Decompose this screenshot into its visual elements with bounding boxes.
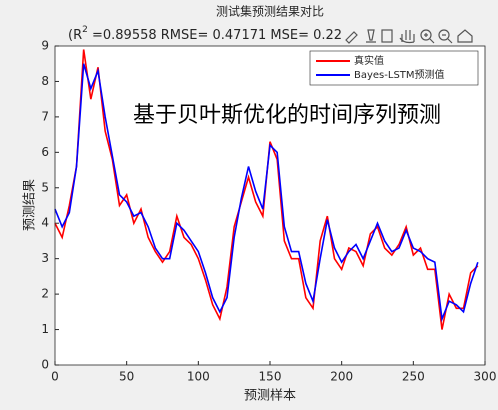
x-tick-label: 100 xyxy=(187,370,210,384)
toolbar-home[interactable] xyxy=(457,29,473,43)
y-tick-label: 4 xyxy=(41,216,49,230)
x-axis-label: 预测样本 xyxy=(244,389,296,404)
toolbar xyxy=(345,29,473,44)
toolbar-zoom-in[interactable] xyxy=(420,29,432,41)
y-tick-label: 3 xyxy=(41,251,49,265)
toolbar-brush[interactable] xyxy=(345,31,358,44)
x-tick-label: 250 xyxy=(402,370,425,384)
y-tick-label: 0 xyxy=(41,358,49,372)
y-tick-label: 5 xyxy=(41,180,49,194)
legend-label: Bayes-LSTM预测值 xyxy=(354,68,445,81)
chart-title: 测试集预测结果对比 xyxy=(216,4,324,19)
y-tick-label: 1 xyxy=(41,322,49,336)
toolbar-zoom-out[interactable] xyxy=(438,29,450,41)
x-tick-label: 300 xyxy=(474,370,497,384)
chart-subtitle: (R2 =0.89558 RMSE= 0.47171 MSE= 0.22 xyxy=(68,25,342,43)
y-tick-label: 7 xyxy=(41,109,49,123)
x-tick-label: 200 xyxy=(330,370,353,384)
y-tick-label: 8 xyxy=(41,74,49,88)
toolbar-data-tip[interactable] xyxy=(366,29,376,43)
axes-box xyxy=(54,45,486,366)
subtitle-sup: 2 xyxy=(82,25,88,35)
toolbar-pan[interactable] xyxy=(399,30,415,44)
toolbar-zoom-in-mark xyxy=(424,33,435,44)
y-tick-label: 9 xyxy=(41,39,49,53)
subtitle-prefix: (R xyxy=(68,28,82,43)
legend-box xyxy=(309,50,479,86)
plot-area xyxy=(55,46,485,365)
x-tick-label: 150 xyxy=(259,370,282,384)
annotation: 基于贝叶斯优化的时间序列预测 xyxy=(133,103,442,128)
subtitle-rest: =0.89558 RMSE= 0.47171 MSE= 0.22 xyxy=(88,28,342,43)
data-line xyxy=(54,63,479,323)
toolbar-zoom-out-mark xyxy=(442,34,453,44)
x-tick-label: 0 xyxy=(51,370,59,384)
y-tick-label: 2 xyxy=(41,287,49,301)
y-axis-label: 预测结果 xyxy=(23,179,38,231)
toolbar-export[interactable] xyxy=(381,29,393,43)
x-tick-label: 50 xyxy=(119,370,134,384)
y-tick-label: 6 xyxy=(41,145,49,159)
legend-label: 真实值 xyxy=(354,54,384,67)
